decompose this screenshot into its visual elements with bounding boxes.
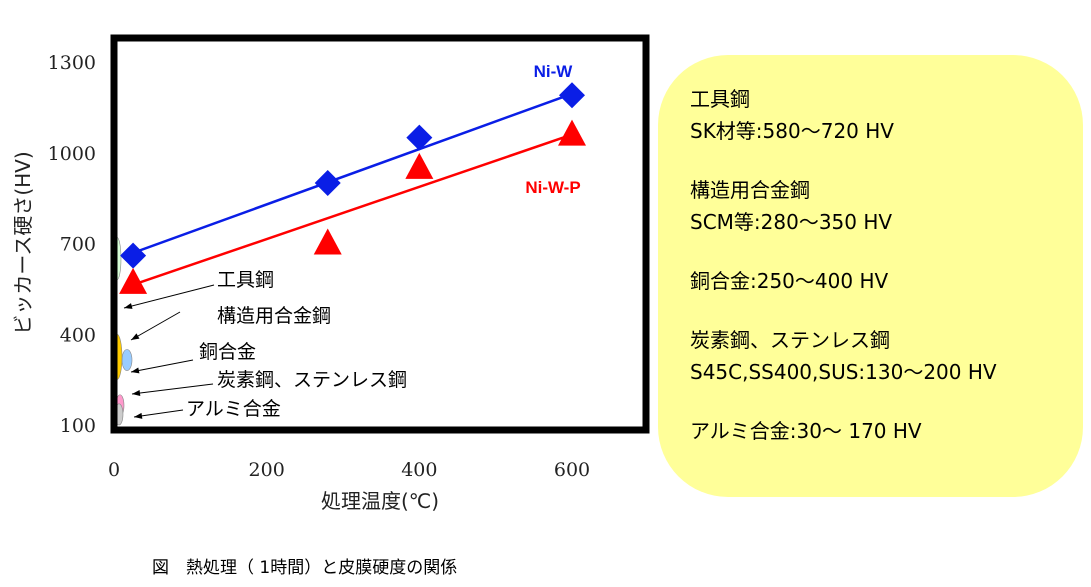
trend-line <box>125 92 573 257</box>
annotation-arrowhead <box>134 412 143 419</box>
series-label: Ni-W-P <box>525 178 580 197</box>
annotation-label: アルミ合金 <box>186 398 281 420</box>
annotation-arrow <box>123 284 215 309</box>
annotation-arrow <box>130 359 194 373</box>
trend-line <box>125 133 573 289</box>
y-tick-label: 1300 <box>48 52 96 74</box>
y-tick-label: 700 <box>60 234 96 256</box>
annotation-label: 工具鋼 <box>217 269 274 291</box>
x-tick-label: 400 <box>401 459 437 481</box>
figure-caption: 図 熱処理（ 1時間）と皮膜硬度の関係 <box>152 558 458 578</box>
range-bar <box>121 349 133 371</box>
trend-lines <box>125 92 573 289</box>
info-item-aluminum-alloy: アルミ合金:30～ 170 HV <box>690 415 1083 447</box>
y-tick-label: 1000 <box>48 143 96 165</box>
annotation-arrowhead <box>132 390 141 396</box>
annotation-label: 銅合金 <box>199 341 256 363</box>
diamond-marker <box>406 124 433 151</box>
annotation-label: 構造用合金鋼 <box>217 305 331 327</box>
triangle-marker <box>558 119 586 146</box>
annotation-arrowhead <box>131 367 140 374</box>
x-axis-title: 処理温度(℃) <box>321 489 439 513</box>
x-tick-label: 600 <box>554 459 590 481</box>
annotation-arrow <box>133 409 184 418</box>
x-tick-label: 0 <box>108 459 120 481</box>
info-name: アルミ合金:30～ 170 HV <box>690 419 922 443</box>
diamond-marker <box>120 242 147 269</box>
x-axis-ticks: 0 200 400 600 <box>108 459 590 481</box>
x-tick-label: 200 <box>249 459 285 481</box>
annotation-label: 炭素鋼、ステンレス鋼 <box>217 369 407 391</box>
y-tick-label: 400 <box>60 324 96 346</box>
annotation-arrowhead <box>124 303 133 309</box>
info-item-tool-steel: 工具鋼 SK材等:580～720 HV <box>690 83 1083 147</box>
info-item-carbon-stainless-steel: 炭素鋼、ステンレス鋼 S45C,SS400,SUS:130～200 HV <box>690 324 1083 388</box>
data-markers <box>119 82 586 294</box>
triangle-marker <box>405 152 434 179</box>
y-axis-ticks: 100 400 700 1000 1300 <box>48 52 96 437</box>
series-labels: Ni-W Ni-W-P <box>525 62 580 197</box>
y-axis-title: ビッカース硬さ(HV) <box>11 151 35 334</box>
diamond-marker <box>559 82 585 109</box>
annotation-arrow <box>131 383 214 395</box>
plot-frame <box>110 34 650 434</box>
info-value: SK材等:580～720 HV <box>690 119 894 143</box>
triangle-marker <box>119 267 148 294</box>
triangle-marker <box>313 228 342 255</box>
info-name: 銅合金:250～400 HV <box>690 269 889 293</box>
annotation-arrow <box>130 311 181 341</box>
info-value: S45C,SS400,SUS:130～200 HV <box>690 360 997 384</box>
diamond-marker <box>314 170 341 196</box>
info-name: 工具鋼 <box>690 87 750 111</box>
info-item-copper-alloy: 銅合金:250～400 HV <box>690 265 1083 297</box>
info-item-structural-alloy-steel: 構造用合金鋼 SCM等:280～350 HV <box>690 174 1083 238</box>
material-hardness-box: 工具鋼 SK材等:580～720 HV 構造用合金鋼 SCM等:280～350 … <box>658 55 1083 497</box>
info-name: 構造用合金鋼 <box>690 178 810 202</box>
annotation-arrowhead <box>131 333 140 340</box>
series-label: Ni-W <box>534 62 574 81</box>
info-value: SCM等:280～350 HV <box>690 210 893 234</box>
info-name: 炭素鋼、ステンレス鋼 <box>690 328 890 352</box>
y-tick-label: 100 <box>60 415 96 437</box>
